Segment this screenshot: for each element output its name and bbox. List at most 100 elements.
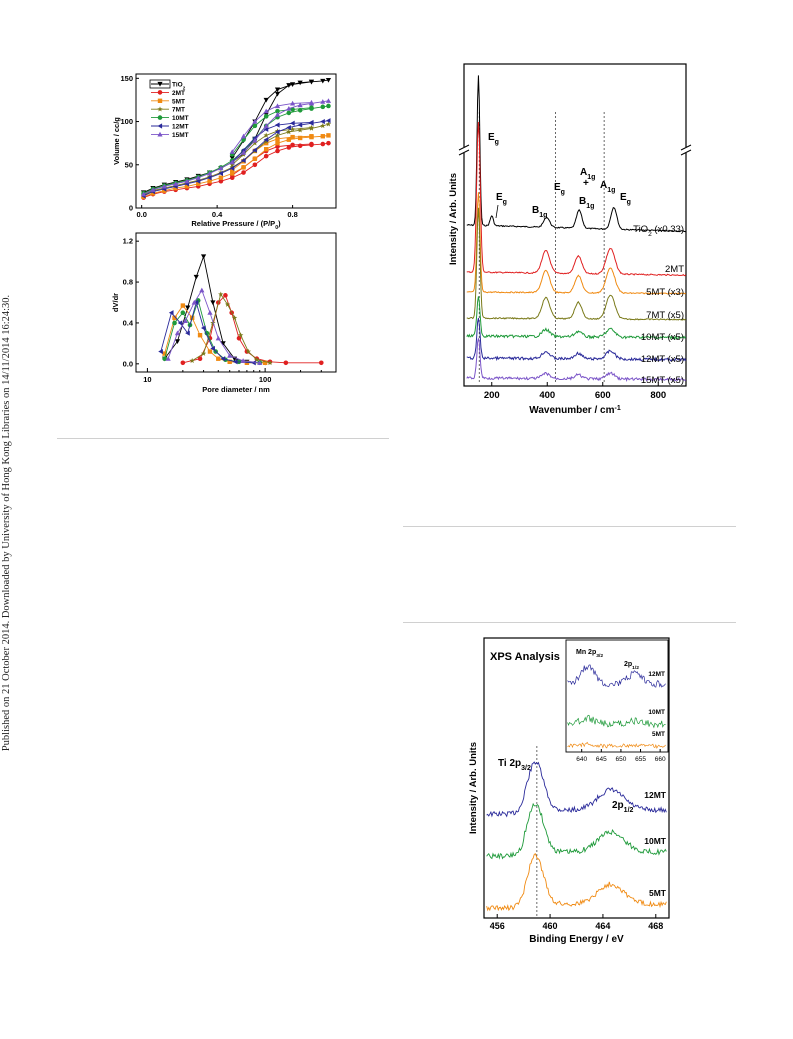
data-point bbox=[251, 360, 256, 366]
x-tick-label: 0.8 bbox=[287, 210, 297, 219]
axis-break-mask bbox=[681, 147, 691, 153]
data-point bbox=[218, 175, 224, 180]
data-point bbox=[275, 108, 280, 114]
series-line-12MT bbox=[486, 761, 667, 818]
data-point bbox=[172, 315, 177, 321]
data-point bbox=[263, 126, 269, 132]
series-label: 12MT (x5) bbox=[641, 354, 684, 365]
x-tick-label: 464 bbox=[595, 921, 610, 931]
data-point bbox=[227, 359, 232, 364]
data-point bbox=[229, 159, 235, 165]
legend-label: 2MT bbox=[172, 90, 185, 97]
peak-label: Eg bbox=[488, 132, 499, 146]
divider-rule bbox=[57, 438, 389, 439]
series-line-15MT bbox=[466, 338, 686, 382]
data-point bbox=[308, 79, 315, 85]
series-label: 10MT (x5) bbox=[641, 332, 684, 343]
y-tick-label: 0.8 bbox=[123, 278, 133, 287]
data-point bbox=[286, 129, 292, 135]
data-point bbox=[286, 110, 292, 116]
data-point bbox=[210, 300, 216, 306]
peak-label: Eg bbox=[496, 192, 507, 206]
data-point bbox=[297, 80, 303, 86]
data-point bbox=[320, 118, 325, 125]
data-point bbox=[309, 134, 314, 139]
data-point bbox=[173, 181, 179, 186]
peak-label: B1g bbox=[532, 205, 547, 219]
x-tick-label: 0.4 bbox=[212, 210, 223, 219]
y-tick-label: 0 bbox=[129, 204, 133, 213]
x-tick-label: 400 bbox=[539, 390, 555, 401]
data-point bbox=[207, 310, 213, 315]
data-point bbox=[320, 78, 326, 84]
data-point bbox=[161, 183, 167, 189]
series-line-5MT bbox=[486, 853, 667, 912]
peak-label: B1g bbox=[579, 196, 594, 210]
divider-rule bbox=[403, 622, 736, 623]
series-15MT bbox=[165, 287, 263, 365]
data-point bbox=[180, 360, 186, 366]
x-tick-label: 100 bbox=[259, 375, 272, 384]
data-point bbox=[252, 140, 258, 146]
y-axis-label: Volume / cc/g bbox=[112, 117, 121, 165]
y-tick-label: 50 bbox=[125, 160, 133, 169]
inset-series-label: 5MT bbox=[652, 731, 665, 738]
peak-arrow bbox=[495, 204, 499, 219]
data-point bbox=[275, 148, 280, 154]
y-tick-label: 150 bbox=[120, 74, 133, 83]
x-axis-label: Wavenumber / cm-1 bbox=[529, 405, 621, 417]
data-point bbox=[207, 349, 213, 354]
x-tick-label: 468 bbox=[648, 921, 663, 931]
series-line-2MT bbox=[466, 121, 687, 277]
data-point bbox=[199, 287, 205, 293]
data-point bbox=[196, 181, 201, 186]
data-point bbox=[289, 126, 296, 132]
axis-break bbox=[458, 149, 470, 156]
data-point bbox=[275, 144, 280, 149]
series-label: 7MT (x5) bbox=[646, 310, 684, 321]
data-point bbox=[320, 99, 326, 104]
data-point bbox=[297, 135, 303, 141]
series-label: TiO2 (x0.33) bbox=[633, 224, 684, 238]
data-point bbox=[286, 105, 292, 111]
data-point bbox=[215, 335, 221, 341]
series-label: 5MT (x3) bbox=[646, 287, 684, 298]
data-point bbox=[165, 356, 171, 361]
data-point bbox=[185, 330, 190, 336]
data-point bbox=[189, 357, 195, 364]
plot-frame bbox=[463, 63, 687, 387]
data-point bbox=[283, 360, 289, 366]
data-point bbox=[162, 188, 167, 193]
data-point bbox=[240, 150, 247, 155]
data-point bbox=[193, 274, 199, 280]
peak-label: 2p1/2 bbox=[612, 800, 634, 814]
legend-label: TiO2 bbox=[172, 82, 186, 91]
data-point bbox=[263, 132, 269, 138]
data-point bbox=[184, 178, 190, 184]
series-line-7MT bbox=[466, 207, 686, 321]
series-label: 12MT bbox=[644, 790, 667, 800]
data-point bbox=[320, 141, 326, 147]
data-point bbox=[232, 359, 238, 365]
data-point bbox=[230, 167, 235, 173]
legend-marker bbox=[157, 115, 163, 120]
inset-series-line-12MT bbox=[567, 664, 666, 688]
data-point bbox=[297, 108, 303, 113]
x-axis-label: Pore diameter / nm bbox=[202, 385, 270, 394]
data-point bbox=[309, 105, 314, 111]
axis-break-mask bbox=[459, 147, 469, 153]
data-point bbox=[263, 140, 269, 146]
data-point bbox=[263, 137, 269, 143]
data-point bbox=[297, 122, 303, 128]
data-point bbox=[263, 123, 269, 128]
x-tick-label: 460 bbox=[543, 921, 558, 931]
inset-peak-label: Mn 2p3/2 bbox=[576, 649, 603, 659]
data-point bbox=[182, 318, 188, 323]
inset-peak-label: 2p1/2 bbox=[624, 661, 639, 671]
series-label: 10MT bbox=[644, 836, 667, 846]
data-point bbox=[224, 301, 231, 307]
data-point bbox=[263, 114, 269, 119]
